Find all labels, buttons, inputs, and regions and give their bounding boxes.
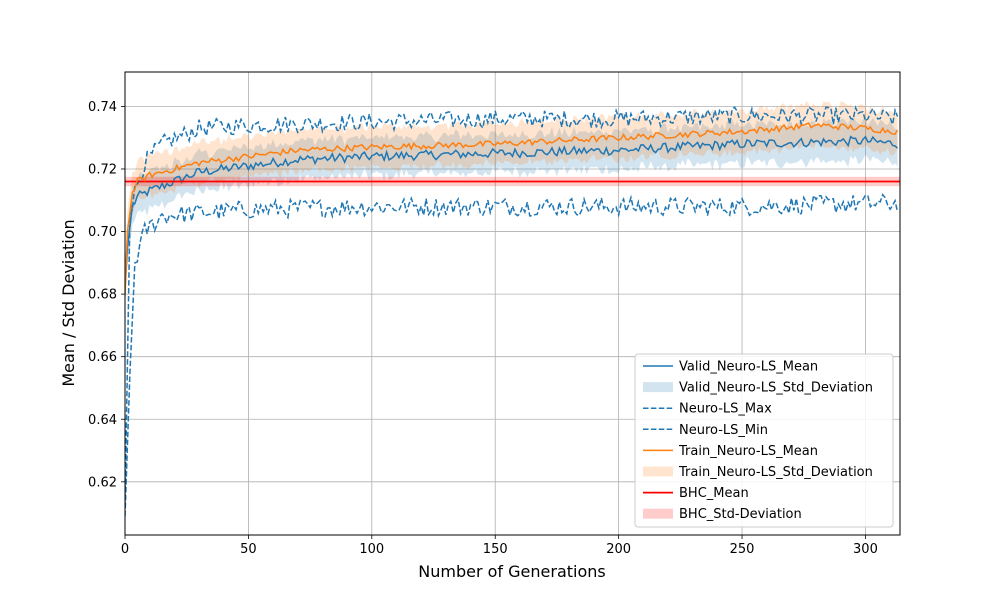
y-tick-label: 0.66 bbox=[88, 350, 117, 365]
series-valid-neuro-ls-std-deviation bbox=[125, 117, 898, 309]
x-tick-label: 0 bbox=[121, 542, 129, 557]
x-tick-label: 150 bbox=[483, 542, 508, 557]
legend-label: Valid_Neuro-LS_Mean bbox=[679, 360, 818, 375]
legend-label: Neuro-LS_Max bbox=[679, 402, 772, 417]
x-tick-label: 300 bbox=[853, 542, 878, 557]
x-tick-label: 250 bbox=[730, 542, 755, 557]
y-tick-label: 0.64 bbox=[88, 413, 117, 428]
ticks: 0 50 100 150 200 250 300 0.62 0.64 0.66 0.68 0.70 0.… bbox=[88, 100, 878, 557]
x-axis-label: Number of Generations bbox=[418, 562, 605, 581]
legend: Valid_Neuro-LS_Mean Valid_Neuro-LS_Std_De… bbox=[634, 353, 894, 528]
y-tick-label: 0.74 bbox=[88, 100, 117, 115]
x-tick-label: 50 bbox=[240, 542, 257, 557]
legend-label: BHC_Mean bbox=[679, 486, 749, 501]
axes-frame bbox=[124, 71, 901, 536]
y-tick-label: 0.72 bbox=[88, 162, 117, 177]
legend-box bbox=[634, 353, 894, 528]
legend-label: Neuro-LS_Min bbox=[679, 423, 768, 438]
y-axis-label: Mean / Std Deviation bbox=[59, 219, 78, 386]
series-neuro-ls-max bbox=[125, 105, 899, 507]
series-train-neuro-ls-std-deviation bbox=[125, 101, 898, 317]
legend-swatch bbox=[643, 466, 673, 477]
series-train-neuro-ls-mean bbox=[125, 122, 899, 295]
legend-label: Train_Neuro-LS_Mean bbox=[678, 444, 818, 459]
y-tick-label: 0.68 bbox=[88, 288, 117, 303]
legend-label: Train_Neuro-LS_Std_Deviation bbox=[678, 465, 873, 480]
legend-swatch bbox=[643, 508, 673, 519]
legend-label: BHC_Std-Deviation bbox=[679, 507, 802, 522]
y-tick-label: 0.70 bbox=[88, 225, 117, 240]
series-neuro-ls-min bbox=[125, 193, 899, 517]
x-tick-label: 200 bbox=[606, 542, 631, 557]
series-valid-neuro-ls-mean bbox=[125, 135, 899, 288]
legend-label: Valid_Neuro-LS_Std_Deviation bbox=[679, 381, 873, 396]
x-tick-label: 100 bbox=[359, 542, 384, 557]
y-tick-label: 0.62 bbox=[88, 475, 117, 490]
legend-swatch bbox=[643, 382, 673, 393]
plot-area bbox=[125, 101, 900, 517]
